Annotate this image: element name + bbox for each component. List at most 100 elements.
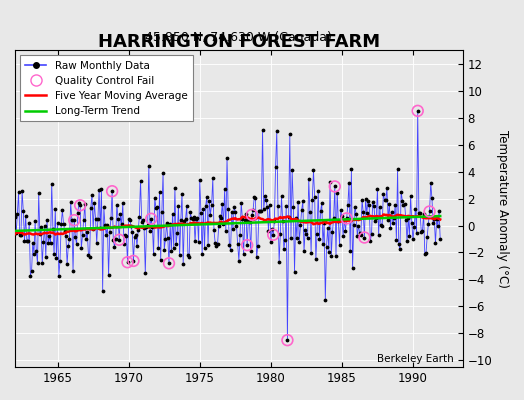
Point: [121, 232, 129, 238]
Point: [301, 227, 309, 234]
Point: [219, 221, 227, 227]
Point: [144, 222, 152, 228]
Point: [358, 197, 366, 203]
Point: [312, 256, 320, 262]
Point: [429, 220, 438, 226]
Point: [58, 207, 67, 214]
Point: [71, 234, 80, 240]
Point: [269, 232, 277, 238]
Point: [395, 241, 403, 248]
Point: [298, 207, 306, 213]
Point: [323, 224, 332, 231]
Point: [343, 215, 351, 222]
Point: [291, 215, 300, 221]
Point: [253, 254, 261, 260]
Point: [392, 236, 400, 243]
Point: [234, 241, 242, 248]
Point: [84, 251, 93, 258]
Point: [49, 226, 57, 232]
Point: [330, 215, 338, 222]
Point: [114, 216, 122, 222]
Point: [88, 192, 96, 198]
Point: [391, 202, 399, 209]
Point: [13, 210, 21, 217]
Point: [187, 215, 195, 221]
Point: [118, 200, 127, 206]
Point: [123, 259, 132, 266]
Point: [238, 215, 247, 222]
Point: [333, 190, 341, 196]
Point: [343, 215, 351, 222]
Point: [145, 163, 153, 170]
Point: [412, 230, 421, 236]
Point: [425, 208, 434, 215]
Point: [427, 180, 435, 186]
Point: [43, 216, 51, 223]
Point: [95, 187, 103, 193]
Point: [224, 206, 232, 212]
Point: [32, 248, 40, 254]
Point: [214, 223, 223, 230]
Point: [62, 232, 70, 239]
Point: [296, 222, 304, 228]
Point: [150, 195, 159, 202]
Point: [286, 130, 294, 137]
Point: [115, 236, 124, 243]
Point: [278, 218, 287, 224]
Point: [413, 108, 422, 114]
Point: [276, 231, 285, 238]
Point: [163, 235, 172, 241]
Point: [23, 237, 31, 244]
Point: [230, 204, 238, 210]
Point: [232, 222, 241, 229]
Point: [83, 229, 92, 236]
Point: [294, 198, 302, 205]
Point: [236, 232, 244, 238]
Point: [274, 203, 282, 210]
Point: [394, 166, 402, 172]
Point: [185, 254, 193, 260]
Point: [315, 236, 324, 242]
Point: [190, 214, 198, 220]
Point: [364, 198, 372, 204]
Point: [177, 217, 185, 223]
Point: [81, 201, 89, 207]
Point: [112, 236, 120, 242]
Point: [135, 213, 144, 220]
Point: [363, 210, 371, 216]
Point: [283, 337, 292, 343]
Point: [12, 230, 20, 236]
Point: [243, 242, 252, 248]
Point: [289, 204, 298, 210]
Point: [199, 206, 208, 212]
Point: [38, 260, 47, 267]
Point: [293, 235, 301, 242]
Point: [311, 194, 319, 200]
Point: [180, 218, 189, 224]
Point: [70, 217, 79, 223]
Point: [417, 228, 425, 235]
Point: [258, 126, 267, 133]
Point: [421, 251, 429, 258]
Point: [261, 192, 269, 199]
Point: [250, 194, 258, 200]
Point: [54, 273, 63, 279]
Point: [267, 239, 275, 245]
Point: [161, 236, 170, 243]
Point: [319, 241, 327, 248]
Point: [69, 268, 77, 274]
Point: [370, 202, 378, 209]
Point: [424, 221, 433, 228]
Point: [313, 230, 321, 237]
Point: [340, 216, 348, 223]
Point: [19, 208, 27, 214]
Point: [263, 204, 271, 210]
Point: [37, 224, 45, 230]
Point: [126, 217, 134, 224]
Point: [50, 251, 58, 258]
Point: [327, 253, 335, 260]
Point: [205, 198, 213, 204]
Point: [172, 241, 180, 248]
Point: [275, 259, 283, 265]
Point: [331, 183, 339, 190]
